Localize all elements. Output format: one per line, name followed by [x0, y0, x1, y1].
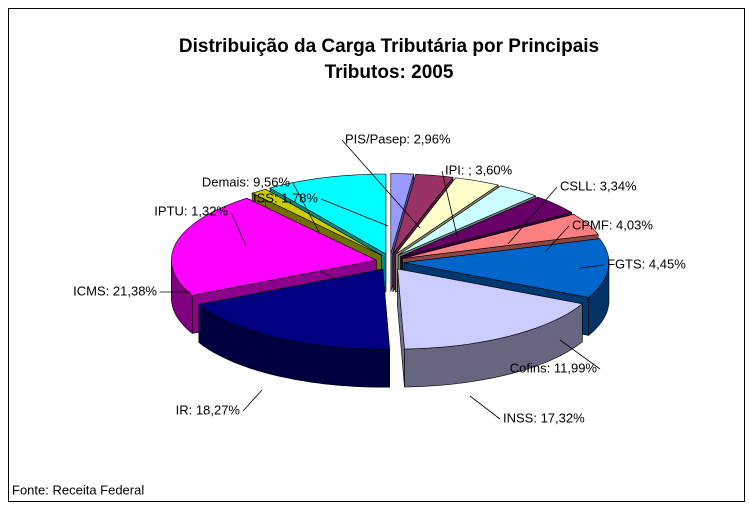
- data-label: CSLL: 3,34%: [560, 178, 637, 193]
- data-label: PIS/Pasep: 2,96%: [345, 131, 451, 146]
- slice: [392, 174, 454, 255]
- leader-line: [292, 182, 321, 235]
- slice: [395, 177, 499, 255]
- slice: [397, 185, 536, 256]
- data-label: FGTS: 4,45%: [607, 256, 686, 271]
- slice: [251, 189, 382, 256]
- slice: [403, 238, 610, 298]
- data-label: ICMS: 21,38%: [73, 283, 157, 298]
- leader-line: [341, 139, 421, 229]
- slice: [390, 173, 414, 254]
- leader-line: [559, 339, 601, 370]
- leader-line: [507, 186, 558, 245]
- leader-line: [579, 264, 605, 269]
- chart-title: Tributos: 2005: [325, 62, 454, 83]
- data-label: Cofins: 11,99%: [510, 360, 598, 375]
- pie: [171, 173, 610, 388]
- data-label: IPTU: 1,32%: [154, 203, 228, 218]
- slice: [397, 268, 583, 350]
- data-label: IR: 18,27%: [176, 402, 241, 417]
- leader-line: [320, 198, 389, 227]
- slice: [171, 197, 377, 296]
- data-label: INSS: 17,32%: [503, 410, 585, 425]
- slice: [198, 268, 390, 350]
- slice: [402, 214, 599, 259]
- data-label: IPI: ; 3,60%: [445, 162, 513, 177]
- data-label: CPMF: 4,03%: [572, 217, 653, 232]
- leader-line: [544, 225, 570, 253]
- source-note: Fonte: Receita Federal: [12, 482, 144, 497]
- slice: [400, 196, 572, 257]
- leader-line: [230, 211, 247, 247]
- data-label: Demais: 9,56%: [202, 174, 291, 189]
- leader-line: [242, 389, 263, 412]
- leader-line: [469, 395, 501, 420]
- data-label: ISS: 1,78%: [253, 190, 318, 205]
- leader-line: [441, 170, 459, 241]
- chart-title: Distribuição da Carga Tributária por Pri…: [179, 36, 599, 57]
